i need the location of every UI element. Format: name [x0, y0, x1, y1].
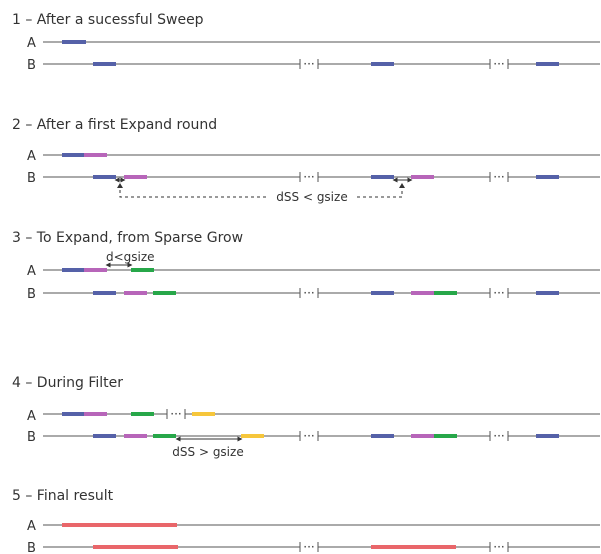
sequence-label: B [27, 58, 36, 73]
arrow-head [117, 183, 123, 188]
segment [434, 434, 457, 438]
break-dots: ··· [303, 540, 314, 554]
annotation-label: d<gsize [106, 250, 155, 264]
segment [371, 175, 394, 179]
annotation-label: dSS > gsize [172, 445, 243, 459]
segment [153, 291, 176, 295]
segment [62, 523, 177, 527]
segment [536, 434, 559, 438]
sequence-row-a: A [27, 36, 600, 51]
sequence-break: ··· [489, 170, 509, 184]
annotation-label: dSS < gsize [276, 190, 347, 204]
segment [84, 268, 107, 272]
sequence-label: B [27, 287, 36, 302]
segment [62, 40, 86, 44]
break-dots: ··· [303, 57, 314, 71]
sequence-label: B [27, 430, 36, 445]
segment [241, 434, 264, 438]
sequence-label: A [27, 264, 36, 279]
stage-2: 2 – After a first Expand round A B ··· ·… [12, 117, 600, 204]
segment [536, 62, 559, 66]
segment [371, 291, 394, 295]
segment [93, 175, 116, 179]
sequence-row-a: A ··· [27, 407, 600, 424]
sequence-label: A [27, 409, 36, 424]
stage-title: 5 – Final result [12, 488, 114, 504]
sequence-label: A [27, 519, 36, 534]
segment [411, 175, 434, 179]
break-dots: ··· [303, 170, 314, 184]
sequence-row-b: B ··· ··· [27, 170, 600, 186]
sequence-label: A [27, 149, 36, 164]
segment [411, 434, 434, 438]
segment [93, 291, 116, 295]
segment [411, 291, 434, 295]
segment [536, 175, 559, 179]
sequence-break: ··· [489, 429, 509, 443]
sequence-break: ··· [299, 429, 319, 443]
stage-3: 3 – To Expand, from Sparse Grow A d<gsiz… [12, 230, 600, 302]
stage-title: 3 – To Expand, from Sparse Grow [12, 230, 243, 246]
segment [62, 268, 84, 272]
sequence-row-a: A [27, 519, 600, 534]
sequence-row-a: A d<gsize [27, 250, 600, 279]
segment [434, 291, 457, 295]
segment [371, 434, 394, 438]
sequence-row-b: B ··· ··· [27, 286, 600, 302]
sequence-label: B [27, 171, 36, 186]
segment [371, 62, 394, 66]
segment [124, 291, 147, 295]
break-dots: ··· [303, 286, 314, 300]
sequence-row-b: B ··· ··· [27, 429, 600, 445]
stage-4: 4 – During Filter A ··· B ··· [12, 375, 600, 459]
break-dots: ··· [493, 540, 504, 554]
segment [84, 412, 107, 416]
segment [93, 545, 178, 549]
break-dots: ··· [170, 407, 181, 421]
segment [124, 434, 147, 438]
dashed-connector [357, 184, 403, 198]
sequence-row-b: B ··· ··· [27, 57, 600, 73]
gap-annotation: dSS < gsize [114, 177, 413, 204]
segment [131, 412, 154, 416]
segment [62, 412, 84, 416]
sequence-break: ··· [489, 540, 509, 554]
dashed-connector [119, 184, 268, 198]
segment [153, 434, 176, 438]
break-dots: ··· [493, 170, 504, 184]
sequence-row-b: B ··· ··· [27, 540, 600, 554]
sequence-break: ··· [299, 170, 319, 184]
break-dots: ··· [303, 429, 314, 443]
stage-title: 2 – After a first Expand round [12, 117, 217, 133]
sequence-break: ··· [166, 407, 186, 421]
stage-5: 5 – Final result A B ··· ··· [12, 488, 600, 554]
sequence-label: A [27, 36, 36, 51]
sequence-break: ··· [299, 286, 319, 300]
segment [93, 434, 116, 438]
break-dots: ··· [493, 57, 504, 71]
sequence-break: ··· [489, 57, 509, 71]
segment [536, 291, 559, 295]
segment [131, 268, 154, 272]
segment [84, 153, 107, 157]
sequence-break: ··· [489, 286, 509, 300]
stage-1: 1 – After a sucessful Sweep A B ··· ··· [12, 12, 600, 73]
sequence-label: B [27, 541, 36, 554]
stage-title: 4 – During Filter [12, 375, 123, 391]
arrow-head [399, 183, 405, 188]
segment [192, 412, 215, 416]
stage-title: 1 – After a sucessful Sweep [12, 12, 204, 28]
sequence-break: ··· [299, 57, 319, 71]
break-dots: ··· [493, 429, 504, 443]
segment [93, 62, 116, 66]
break-dots: ··· [493, 286, 504, 300]
sequence-break: ··· [299, 540, 319, 554]
gap-annotation: dSS > gsize [172, 436, 244, 459]
segment [371, 545, 456, 549]
sequence-row-a: A [27, 149, 600, 164]
segment [62, 153, 84, 157]
segment [124, 175, 147, 179]
